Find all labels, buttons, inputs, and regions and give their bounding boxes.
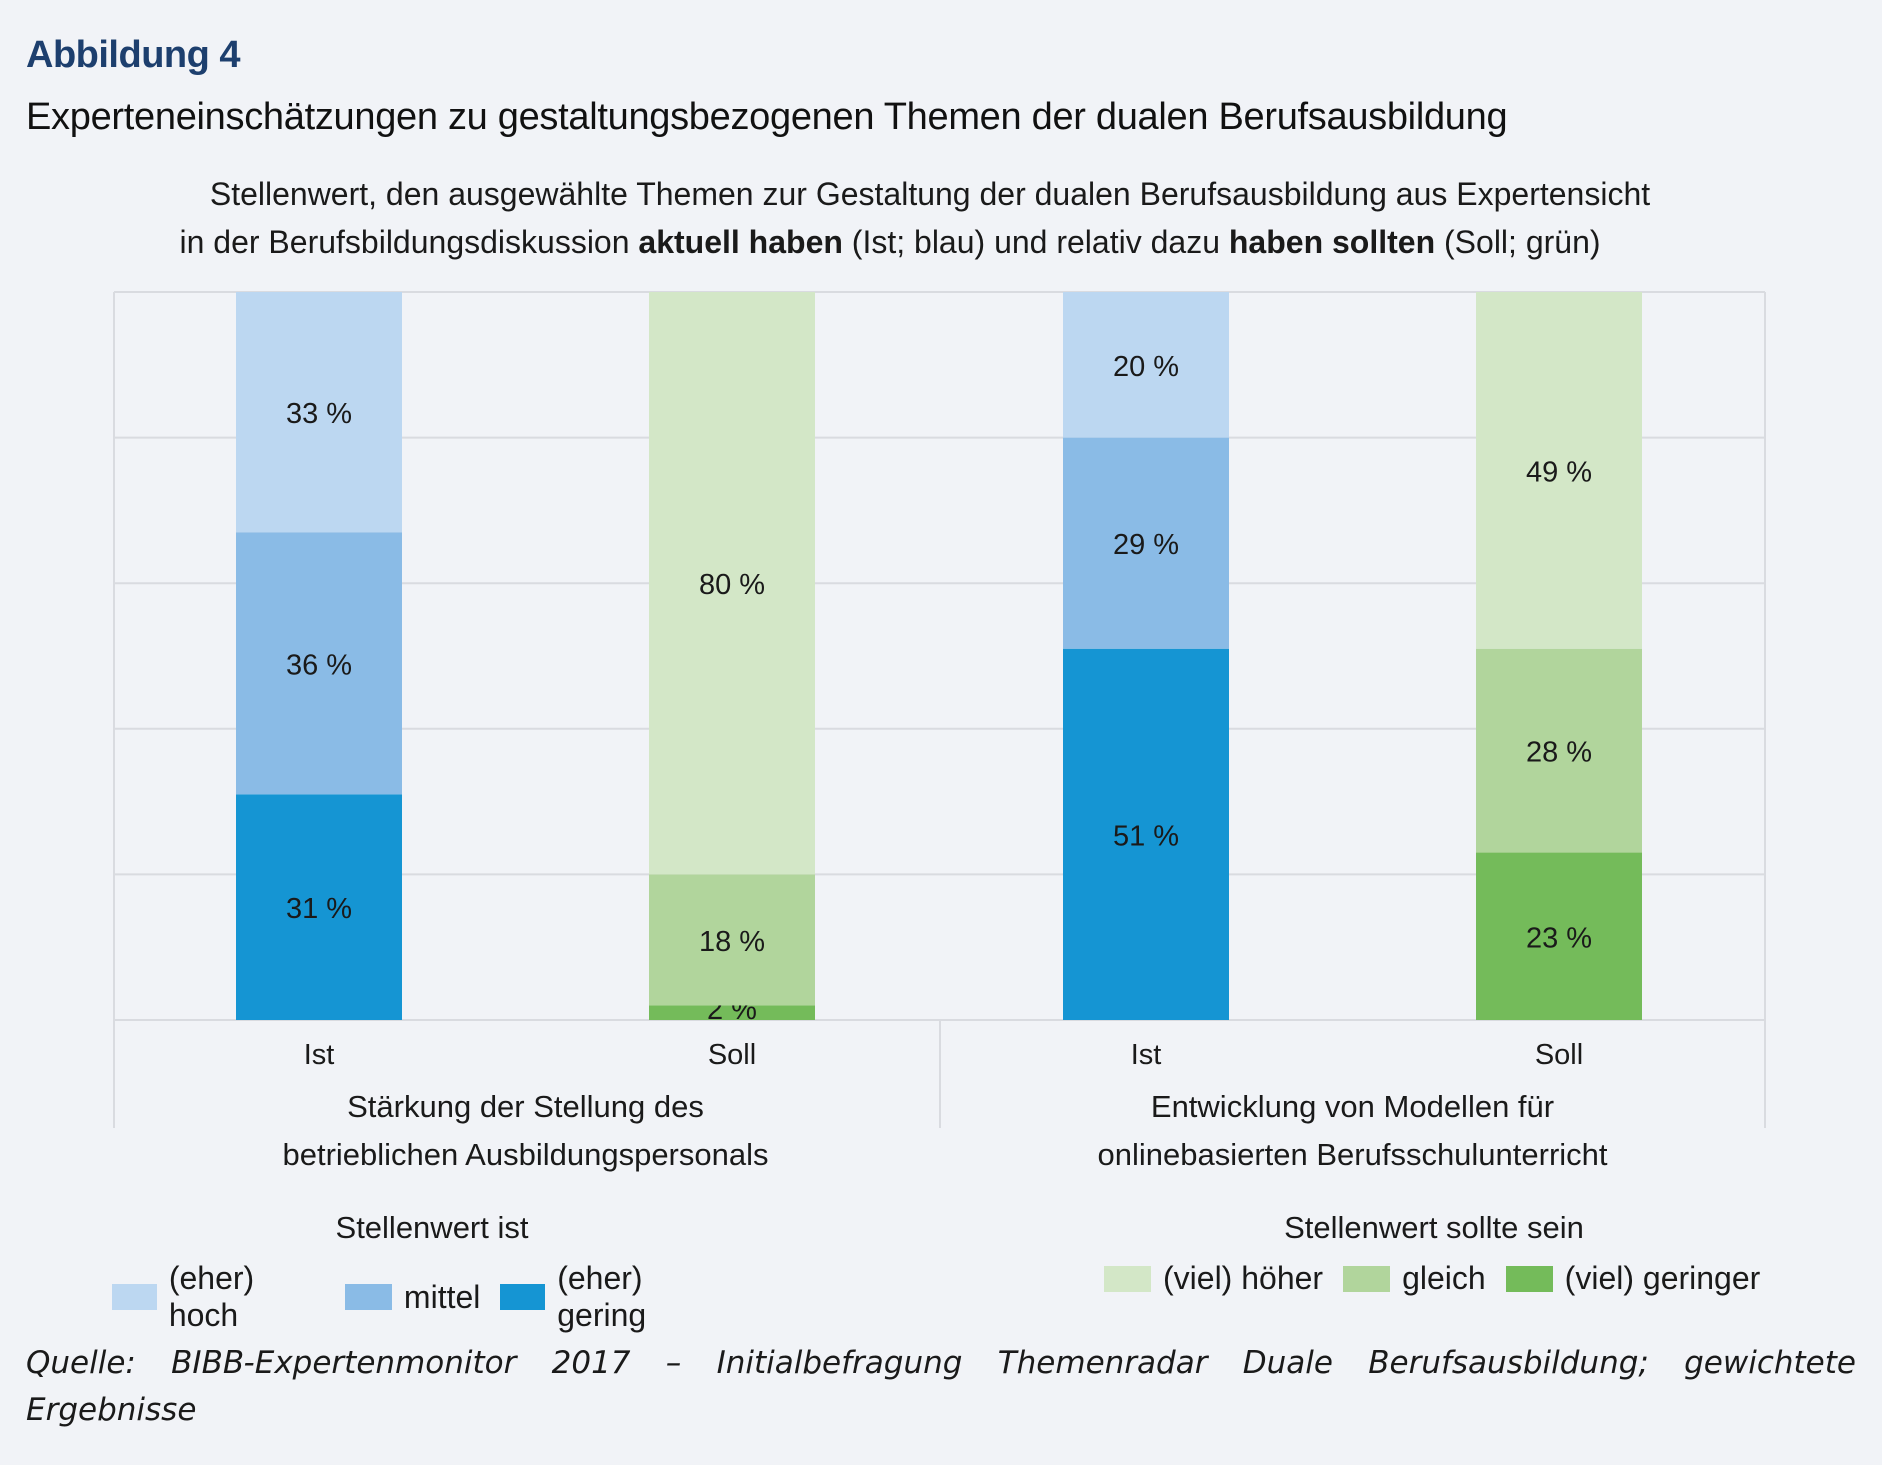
bar-segment	[649, 874, 815, 1006]
source-note-line-2: Ergebnisse	[26, 1392, 197, 1428]
category-label: Ist	[304, 1039, 335, 1071]
data-label: 29 %	[1113, 529, 1179, 561]
legend-swatch	[1505, 1265, 1553, 1292]
legend-item: (eher) hoch	[112, 1260, 325, 1334]
legend-label: (eher) gering	[557, 1260, 647, 1333]
bar-segment	[1476, 292, 1642, 649]
chart-subtitle-line-2: in der Berufsbildungsdiskussion aktuell …	[90, 224, 1690, 261]
bar-segment	[1063, 648, 1229, 1020]
bar-segment	[649, 292, 815, 875]
legend-label: mittel	[403, 1278, 481, 1315]
source-note-line-1: Quelle: BIBB-Expertenmonitor 2017 – Init…	[26, 1345, 1856, 1381]
legend-label: (viel) geringer	[1564, 1260, 1761, 1296]
legend-ist-items: (eher) hoch mittel (eher) gering	[112, 1260, 752, 1334]
subtitle-emphasis: aktuell haben	[638, 224, 843, 260]
legend-item: (viel) geringer	[1505, 1260, 1761, 1297]
legend-soll-items: (viel) höher gleich (viel) geringer	[1104, 1260, 1784, 1297]
legend-swatch	[1104, 1265, 1151, 1292]
data-label: 36 %	[286, 649, 352, 681]
legend-ist-title: Stellenwert ist	[335, 1210, 529, 1245]
data-label: 31 %	[286, 893, 352, 925]
group-label: onlinebasierten Berufsschulunterricht	[1097, 1137, 1607, 1172]
legend-item: (viel) höher	[1104, 1260, 1323, 1297]
figure-label: Abbildung 4	[26, 34, 241, 76]
subtitle-text: in der Berufsbildungsdiskussion	[179, 224, 639, 260]
group-label: betrieblichen Ausbildungspersonals	[283, 1137, 769, 1172]
subtitle-text: (Ist; blau) und relativ dazu	[842, 224, 1229, 260]
legend-item: gleich	[1343, 1260, 1486, 1297]
legend-item: mittel	[344, 1278, 481, 1316]
data-label: 49 %	[1526, 456, 1592, 488]
figure-title: Experteneinschätzungen zu gestaltungsbez…	[26, 96, 1508, 138]
legend-label: gleich	[1402, 1260, 1486, 1296]
data-label: 18 %	[699, 926, 765, 958]
data-label: 28 %	[1526, 737, 1592, 769]
legend-swatch	[500, 1284, 546, 1310]
data-label: 20 %	[1113, 351, 1179, 383]
legend-ist: Stellenwert ist (eher) hoch mittel (eher) …	[112, 1210, 752, 1334]
legend-swatch	[1343, 1265, 1391, 1292]
chart-subtitle-line-1: Stellenwert, den ausgewählte Themen zur …	[209, 176, 1651, 212]
bar-segment	[236, 292, 402, 533]
group-label: Stärkung der Stellung des	[347, 1089, 704, 1124]
legend-item: (eher) gering	[500, 1260, 732, 1334]
legend-soll: Stellenwert sollte sein (viel) höher glei…	[1104, 1210, 1784, 1297]
bar-segment	[1063, 437, 1229, 649]
bar-segment	[1476, 648, 1642, 853]
subtitle-emphasis: haben sollten	[1228, 224, 1436, 260]
legend-swatch	[112, 1284, 157, 1310]
category-label: Ist	[1131, 1039, 1162, 1071]
bar-segment	[649, 1005, 815, 1020]
data-label: 33 %	[286, 398, 352, 430]
bar-segment	[236, 532, 402, 795]
bar-segment	[1063, 292, 1229, 438]
bar-segment	[1476, 852, 1642, 1020]
legend-label: (viel) höher	[1163, 1260, 1324, 1296]
category-label: Soll	[708, 1039, 756, 1071]
subtitle-text: (Soll; grün)	[1435, 224, 1601, 260]
legend-swatch	[344, 1284, 392, 1310]
bar-segment	[236, 794, 402, 1020]
legend-soll-title: Stellenwert sollte sein	[1284, 1210, 1584, 1245]
group-label: Entwicklung von Modellen für	[1151, 1089, 1554, 1124]
legend-label: (eher) hoch	[168, 1260, 255, 1333]
data-label: 23 %	[1526, 922, 1592, 954]
data-label: 51 %	[1113, 820, 1179, 852]
category-label: Soll	[1535, 1039, 1583, 1071]
data-label: 80 %	[699, 569, 765, 601]
